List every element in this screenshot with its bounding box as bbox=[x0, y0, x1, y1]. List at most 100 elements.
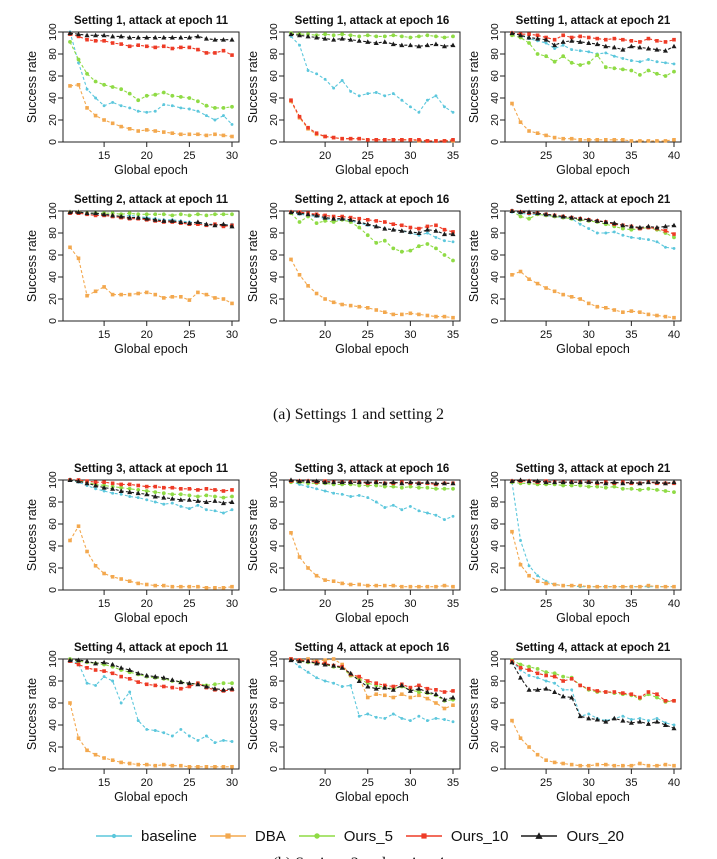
y-tick-label: 80 bbox=[47, 227, 59, 239]
x-tick-label: 15 bbox=[98, 150, 110, 162]
x-tick-label: 25 bbox=[362, 329, 374, 341]
x-tick-label: 25 bbox=[183, 150, 195, 162]
x-tick-label: 20 bbox=[141, 329, 153, 341]
y-tick-label: 100 bbox=[489, 471, 501, 489]
series-ours20 bbox=[67, 477, 235, 506]
y-tick-label: 0 bbox=[47, 766, 59, 772]
chart-setting-4-attack-at-epoch-21: Setting 4, attack at epoch 21 Success rat… bbox=[467, 642, 682, 804]
y-tick-label: 0 bbox=[47, 587, 59, 593]
y-tick-label: 20 bbox=[489, 293, 501, 305]
chart-setting-1-attack-at-epoch-16: Setting 1, attack at epoch 16 Success rat… bbox=[246, 15, 461, 177]
series-ours20 bbox=[67, 30, 235, 42]
caption-a: (a) Settings 1 and setting 2 bbox=[272, 406, 445, 423]
x-tick-label: 25 bbox=[183, 598, 195, 610]
x-tick-label: 30 bbox=[226, 777, 238, 789]
chart-cell: Setting 1, attack at epoch 16 Success rat… bbox=[246, 12, 469, 189]
chart-title: Setting 3, attack at epoch 11 bbox=[74, 463, 229, 475]
x-axis-label: Global epoch bbox=[114, 790, 188, 804]
y-tick-label: 100 bbox=[489, 202, 501, 220]
y-tick-label: 80 bbox=[47, 48, 59, 60]
caption-b: (b) Settings 3 and setting 4 bbox=[0, 853, 717, 859]
series-dba bbox=[510, 269, 676, 320]
y-tick-label: 60 bbox=[489, 518, 501, 530]
chart-cell: Setting 3, attack at epoch 11 Success rat… bbox=[25, 460, 248, 637]
y-tick-label: 80 bbox=[489, 48, 501, 60]
x-tick-label: 35 bbox=[625, 777, 637, 789]
series-ours10 bbox=[68, 32, 234, 57]
legend-label: Ours_5 bbox=[343, 827, 393, 845]
ours10-marker-icon bbox=[405, 833, 442, 839]
series-ours20 bbox=[67, 209, 235, 229]
x-tick-label: 25 bbox=[183, 329, 195, 341]
y-tick-label: 40 bbox=[268, 540, 280, 552]
x-tick-label: 25 bbox=[362, 777, 374, 789]
x-tick-label: 30 bbox=[583, 598, 595, 610]
y-tick-label: 60 bbox=[489, 249, 501, 261]
y-tick-label: 100 bbox=[489, 650, 501, 668]
y-axis-label: Success rate bbox=[27, 230, 39, 302]
y-tick-label: 100 bbox=[268, 650, 280, 668]
y-tick-label: 100 bbox=[47, 23, 59, 41]
y-tick-label: 80 bbox=[47, 675, 59, 687]
y-axis-label: Success rate bbox=[27, 678, 39, 750]
y-tick-label: 20 bbox=[47, 293, 59, 305]
chart-title: Setting 1, attack at epoch 11 bbox=[74, 15, 229, 27]
y-tick-label: 20 bbox=[268, 114, 280, 126]
series-dba bbox=[289, 531, 455, 589]
series-dba bbox=[289, 257, 455, 320]
x-tick-label: 25 bbox=[540, 150, 552, 162]
series-dba bbox=[289, 99, 455, 143]
y-tick-label: 0 bbox=[47, 318, 59, 324]
x-tick-label: 25 bbox=[183, 777, 195, 789]
series-ours20 bbox=[509, 659, 677, 731]
chart-cell: Setting 2, attack at epoch 11 Success rat… bbox=[25, 191, 248, 368]
series-baseline bbox=[510, 480, 676, 589]
y-axis-label: Success rate bbox=[248, 499, 260, 571]
y-tick-label: 80 bbox=[268, 227, 280, 239]
x-tick-label: 35 bbox=[625, 150, 637, 162]
series-baseline bbox=[289, 658, 455, 724]
series-ours20 bbox=[509, 30, 677, 53]
y-tick-label: 100 bbox=[47, 471, 59, 489]
x-axis-label: Global epoch bbox=[556, 611, 630, 625]
x-tick-label: 30 bbox=[404, 150, 416, 162]
y-tick-label: 40 bbox=[489, 271, 501, 283]
y-tick-label: 20 bbox=[489, 114, 501, 126]
y-tick-label: 20 bbox=[268, 562, 280, 574]
y-tick-label: 20 bbox=[489, 741, 501, 753]
y-tick-label: 40 bbox=[268, 719, 280, 731]
y-tick-label: 60 bbox=[489, 697, 501, 709]
legend-item-ours10: Ours_10 bbox=[403, 827, 509, 845]
y-tick-label: 40 bbox=[489, 540, 501, 552]
legend-label: Ours_10 bbox=[450, 827, 509, 845]
y-tick-label: 20 bbox=[47, 114, 59, 126]
y-tick-label: 20 bbox=[489, 562, 501, 574]
y-tick-label: 100 bbox=[268, 23, 280, 41]
y-axis-label: Success rate bbox=[27, 499, 39, 571]
x-tick-label: 35 bbox=[447, 598, 459, 610]
y-tick-label: 60 bbox=[47, 518, 59, 530]
y-axis-label: Success rate bbox=[469, 51, 481, 123]
chart-setting-3-attack-at-epoch-16: Setting 3, attack at epoch 16 Success rat… bbox=[246, 463, 461, 625]
legend-label: baseline bbox=[140, 827, 197, 845]
y-axis-label: Success rate bbox=[248, 230, 260, 302]
y-tick-label: 0 bbox=[489, 587, 501, 593]
x-tick-label: 20 bbox=[141, 777, 153, 789]
chart-cell: Setting 4, attack at epoch 21 Success rat… bbox=[467, 639, 690, 816]
x-tick-label: 35 bbox=[447, 777, 459, 789]
y-tick-label: 0 bbox=[489, 318, 501, 324]
chart-setting-1-attack-at-epoch-11: Setting 1, attack at epoch 11 Success rat… bbox=[25, 15, 240, 177]
y-tick-label: 80 bbox=[268, 675, 280, 687]
series-dba bbox=[68, 524, 234, 590]
legend-label: Ours_20 bbox=[566, 827, 625, 845]
ours20-marker-icon bbox=[521, 832, 558, 839]
y-tick-label: 0 bbox=[268, 318, 280, 324]
legend-label: DBA bbox=[254, 827, 286, 845]
y-tick-label: 100 bbox=[489, 23, 501, 41]
y-axis-label: Success rate bbox=[469, 678, 481, 750]
y-tick-label: 20 bbox=[47, 741, 59, 753]
ours5-marker-icon bbox=[298, 833, 335, 839]
y-tick-label: 60 bbox=[47, 70, 59, 82]
x-tick-label: 40 bbox=[668, 150, 680, 162]
y-tick-label: 80 bbox=[489, 496, 501, 508]
